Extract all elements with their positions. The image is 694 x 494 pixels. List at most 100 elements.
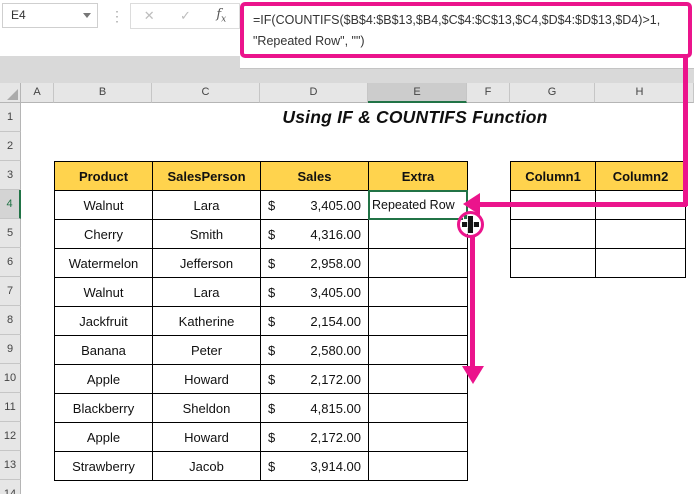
currency-symbol: $ <box>268 197 276 213</box>
cell-salesperson[interactable]: Jacob <box>153 452 261 481</box>
row-header-11[interactable]: 11 <box>0 393 21 422</box>
row-header-9[interactable]: 9 <box>0 335 21 364</box>
cell-extra[interactable] <box>369 249 468 278</box>
side-table: Column1 Column2 <box>510 161 686 278</box>
annotation-line-vertical-right <box>683 57 688 206</box>
select-all-button[interactable] <box>0 83 21 103</box>
cell-extra[interactable] <box>369 452 468 481</box>
empty-cell[interactable] <box>511 220 596 249</box>
annotation-line-vertical-down <box>470 235 475 367</box>
cell-salesperson[interactable]: Peter <box>153 336 261 365</box>
side-table-header-column1[interactable]: Column1 <box>511 162 596 191</box>
row-header-1[interactable]: 1 <box>0 103 21 132</box>
column-header-G[interactable]: G <box>510 83 595 103</box>
side-table-header-column2[interactable]: Column2 <box>596 162 686 191</box>
cell-extra[interactable] <box>369 220 468 249</box>
cell-product[interactable]: Apple <box>55 365 153 394</box>
cell-product[interactable]: Cherry <box>55 220 153 249</box>
row-header-8[interactable]: 8 <box>0 306 21 335</box>
cell-salesperson[interactable]: Lara <box>153 278 261 307</box>
cell-extra[interactable] <box>369 307 468 336</box>
main-table-header-sales[interactable]: Sales <box>261 162 369 191</box>
cell-sales[interactable]: $2,172.00 <box>261 365 369 394</box>
cell-product[interactable]: Walnut <box>55 191 153 220</box>
main-table-header-salesperson[interactable]: SalesPerson <box>153 162 261 191</box>
row-header-12[interactable]: 12 <box>0 422 21 451</box>
annotation-arrowhead-down-icon <box>461 366 484 384</box>
cell-sales[interactable]: $4,815.00 <box>261 394 369 423</box>
empty-cell[interactable] <box>511 249 596 278</box>
name-box-value: E4 <box>11 8 26 22</box>
row-header-14[interactable]: 14 <box>0 480 21 494</box>
cell-extra[interactable] <box>369 394 468 423</box>
cell-sales[interactable]: $3,914.00 <box>261 452 369 481</box>
row-header-5[interactable]: 5 <box>0 219 21 248</box>
column-header-A[interactable]: A <box>21 83 54 103</box>
cell-sales[interactable]: $4,316.00 <box>261 220 369 249</box>
cell-sales[interactable]: $3,405.00 <box>261 278 369 307</box>
main-table: Product SalesPerson Sales Extra Walnut L… <box>54 161 468 481</box>
cell-salesperson[interactable]: Jefferson <box>153 249 261 278</box>
sales-amount: 2,172.00 <box>310 429 361 445</box>
row-header-6[interactable]: 6 <box>0 248 21 277</box>
cell-extra[interactable] <box>369 423 468 452</box>
row-header-10[interactable]: 10 <box>0 364 21 393</box>
cell-sales[interactable]: $2,172.00 <box>261 423 369 452</box>
cell-extra[interactable] <box>369 365 468 394</box>
cell-product[interactable]: Strawberry <box>55 452 153 481</box>
name-box[interactable]: E4 <box>2 3 98 28</box>
sales-amount: 4,815.00 <box>310 400 361 416</box>
currency-symbol: $ <box>268 226 276 242</box>
name-box-dropdown-icon[interactable] <box>83 13 91 18</box>
cell-salesperson[interactable]: Katherine <box>153 307 261 336</box>
cell-salesperson[interactable]: Lara <box>153 191 261 220</box>
cancel-icon[interactable]: ✕ <box>143 8 155 23</box>
formula-line-2: "Repeated Row", "") <box>253 34 365 48</box>
cell-product[interactable]: Banana <box>55 336 153 365</box>
row-header-4-selected[interactable]: 4 <box>0 190 21 219</box>
column-header-D[interactable]: D <box>260 83 368 103</box>
cell-sales[interactable]: $2,958.00 <box>261 249 369 278</box>
cell-sales[interactable]: $2,580.00 <box>261 336 369 365</box>
cell-product[interactable]: Walnut <box>55 278 153 307</box>
cell-salesperson[interactable]: Howard <box>153 365 261 394</box>
cell-product[interactable]: Watermelon <box>55 249 153 278</box>
cell-extra[interactable] <box>369 336 468 365</box>
sheet-title[interactable]: Using IF & COUNTIFS Function <box>282 107 548 127</box>
row-header-13[interactable]: 13 <box>0 451 21 480</box>
separator-dots-icon: ⋮ <box>110 8 124 24</box>
cell-salesperson[interactable]: Howard <box>153 423 261 452</box>
column-header-H[interactable]: H <box>595 83 685 103</box>
currency-symbol: $ <box>268 342 276 358</box>
cell-product[interactable]: Apple <box>55 423 153 452</box>
column-header-B[interactable]: B <box>54 83 152 103</box>
main-table-header-product[interactable]: Product <box>55 162 153 191</box>
cell-extra[interactable] <box>369 278 468 307</box>
currency-symbol: $ <box>268 458 276 474</box>
empty-cell[interactable] <box>596 220 686 249</box>
sales-amount: 2,580.00 <box>310 342 361 358</box>
currency-symbol: $ <box>268 400 276 416</box>
column-header-C[interactable]: C <box>152 83 260 103</box>
row-header-3[interactable]: 3 <box>0 161 21 190</box>
cell-salesperson[interactable]: Sheldon <box>153 394 261 423</box>
cell-product[interactable]: Blackberry <box>55 394 153 423</box>
row-header-2[interactable]: 2 <box>0 132 21 161</box>
formula-bar-extension <box>240 56 694 69</box>
cell-product[interactable]: Jackfruit <box>55 307 153 336</box>
formula-input[interactable]: =IF(COUNTIFS($B$4:$B$13,$B4,$C$4:$C$13,$… <box>240 2 692 58</box>
column-header-F[interactable]: F <box>467 83 510 103</box>
main-table-header-extra[interactable]: Extra <box>369 162 468 191</box>
row-header-7[interactable]: 7 <box>0 277 21 306</box>
cell-sales[interactable]: $3,405.00 <box>261 191 369 220</box>
insert-function-icon[interactable]: fx <box>216 7 227 25</box>
currency-symbol: $ <box>268 371 276 387</box>
fill-handle-plus-cursor-icon <box>468 215 473 233</box>
currency-symbol: $ <box>268 429 276 445</box>
empty-cell[interactable] <box>596 249 686 278</box>
cell-sales[interactable]: $2,154.00 <box>261 307 369 336</box>
annotation-circle-fill-handle <box>456 210 484 238</box>
enter-icon[interactable]: ✓ <box>180 8 191 23</box>
cell-salesperson[interactable]: Smith <box>153 220 261 249</box>
column-header-E-selected[interactable]: E <box>368 83 467 103</box>
